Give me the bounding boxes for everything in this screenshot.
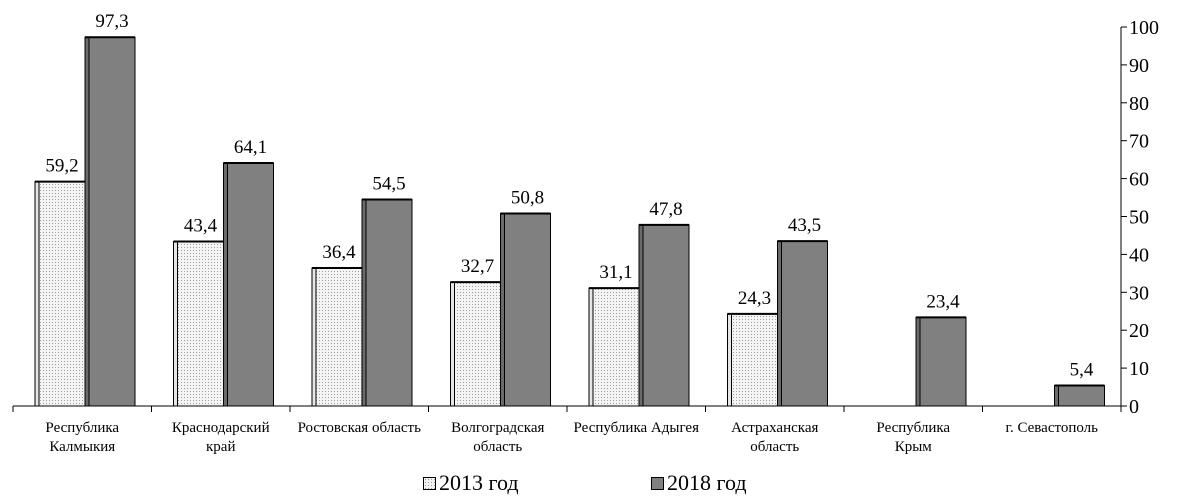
category-label-6: Астраханская область (731, 420, 818, 455)
legend-swatch-2013 (423, 476, 436, 490)
y-tick-label-70: 70 (1129, 131, 1149, 153)
category-label-7: Республика Крым (876, 420, 950, 455)
category-label-2: Краснодарский край (172, 420, 270, 455)
bar-2013-6 (727, 312, 778, 407)
bar-2013-5 (588, 287, 640, 407)
legend-label-2018: 2018 год (667, 470, 747, 495)
category-label-1: Республика Калмыкия (45, 420, 119, 455)
bar-2013-4 (450, 281, 501, 407)
bar-2018-1 (84, 36, 136, 407)
value-label-2018-2: 64,1 (234, 137, 267, 158)
category-label-5: Республика Адыгея (574, 420, 700, 436)
legend-label-2013: 2013 год (439, 470, 519, 495)
category-label-3: Ростовская область (298, 420, 421, 436)
value-label-2018-5: 47,8 (649, 199, 682, 220)
y-tick-label-80: 80 (1129, 93, 1149, 115)
y-tick-label-90: 90 (1129, 55, 1149, 77)
value-label-2018-7: 23,4 (926, 291, 960, 312)
y-tick-label-10: 10 (1129, 358, 1149, 380)
bar-2018-4 (500, 212, 551, 407)
y-tick-label-60: 60 (1129, 169, 1149, 191)
value-label-2013-1: 59,2 (45, 156, 78, 177)
y-tick-label-100: 100 (1129, 17, 1159, 39)
bar-2018-5 (638, 223, 690, 407)
bar-2018-2 (223, 162, 274, 407)
value-label-2013-6: 24,3 (738, 288, 771, 309)
value-label-2018-4: 50,8 (511, 187, 544, 208)
category-label-4: Волгоградская область (451, 420, 544, 455)
value-label-2018-8: 5,4 (1070, 360, 1094, 381)
bar-2018-7 (915, 316, 967, 407)
axes-layer: 0 10 20 30 40 50 60 70 80 90 100 (12, 17, 1159, 418)
bar-2013-2 (173, 240, 224, 407)
value-label-2018-1: 97,3 (95, 11, 128, 32)
bar-2013-1 (34, 180, 86, 407)
legend-swatch-2018 (651, 476, 664, 490)
y-tick-label-30: 30 (1129, 282, 1149, 304)
legend-item-2018: 2018 год (651, 470, 747, 496)
value-label-2013-5: 31,1 (599, 262, 632, 283)
value-label-2018-3: 54,5 (372, 173, 405, 194)
bar-2018-3 (361, 198, 413, 407)
bar-2018-6 (777, 240, 828, 407)
y-tick-label-50: 50 (1129, 207, 1149, 229)
category-labels-layer: Республика Калмыкия Краснодарский край Росто… (45, 420, 1098, 455)
value-label-2013-3: 36,4 (322, 242, 356, 263)
category-label-8: г. Севастополь (1005, 420, 1098, 436)
legend: 2013 год 2018 год (0, 470, 1179, 496)
data-labels-layer: 59,2 43,4 36,4 32,7 31,1 24,3 97,3 64,1 54,5 50,8… (45, 11, 1094, 380)
bar-chart: 59,2 43,4 36,4 32,7 31,1 24,3 97,3 64,1 54,5 50,8… (12, 11, 1159, 455)
bar-2018-8 (1054, 384, 1105, 407)
y-tick-label-40: 40 (1129, 244, 1149, 266)
value-label-2018-6: 43,5 (788, 215, 821, 236)
bars-layer (34, 36, 1105, 407)
bar-2013-3 (311, 267, 363, 407)
value-label-2013-4: 32,7 (461, 256, 494, 277)
y-tick-label-0: 0 (1129, 396, 1139, 418)
value-label-2013-2: 43,4 (184, 216, 218, 237)
y-tick-label-20: 20 (1129, 320, 1149, 342)
legend-item-2013: 2013 год (423, 470, 519, 496)
